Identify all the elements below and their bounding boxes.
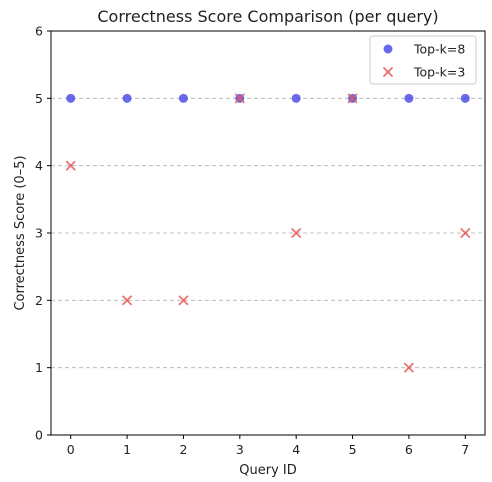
legend-marker bbox=[383, 44, 393, 54]
x-axis-label: Query ID bbox=[239, 463, 296, 478]
y-tick-label: 2 bbox=[35, 293, 43, 308]
data-point bbox=[122, 295, 132, 306]
data-point bbox=[291, 93, 301, 103]
x-tick-label: 5 bbox=[349, 442, 357, 457]
y-tick-label: 0 bbox=[35, 428, 43, 443]
data-point bbox=[122, 93, 132, 103]
chart-title: Correctness Score Comparison (per query) bbox=[97, 7, 438, 26]
y-tick-label: 3 bbox=[35, 226, 43, 241]
y-axis-ticks: 0 1 2 3 4 5 6 bbox=[35, 24, 51, 443]
x-tick-label: 3 bbox=[236, 442, 244, 457]
data-point bbox=[178, 93, 188, 103]
x-tick-label: 2 bbox=[179, 442, 187, 457]
x-tick-label: 6 bbox=[405, 442, 413, 457]
y-tick-label: 6 bbox=[35, 24, 43, 39]
x-tick-label: 0 bbox=[67, 442, 75, 457]
x-tick-label: 1 bbox=[123, 442, 131, 457]
x-axis-ticks: 0 1 2 3 4 5 6 7 bbox=[67, 435, 469, 457]
data-point bbox=[347, 93, 358, 104]
legend-label: Top-k=3 bbox=[413, 65, 465, 80]
data-point bbox=[65, 160, 76, 171]
x-tick-label: 4 bbox=[292, 442, 300, 457]
data-point bbox=[291, 228, 302, 238]
legend: Top-k=8 Top-k=3 bbox=[369, 35, 477, 85]
data-point bbox=[66, 93, 76, 103]
legend-label: Top-k=8 bbox=[413, 42, 465, 57]
data-point bbox=[460, 93, 470, 103]
y-tick-label: 5 bbox=[35, 91, 43, 106]
y-axis-label: Correctness Score (0–5) bbox=[13, 155, 28, 310]
data-point bbox=[404, 362, 414, 373]
data-point bbox=[404, 93, 414, 103]
legend-marker bbox=[383, 67, 393, 77]
grid-lines bbox=[51, 97, 485, 369]
y-tick-label: 1 bbox=[35, 360, 43, 375]
legend-box bbox=[369, 35, 477, 85]
data-point bbox=[234, 93, 245, 104]
data-points bbox=[65, 93, 471, 373]
data-point bbox=[178, 295, 189, 306]
y-tick-label: 4 bbox=[35, 158, 43, 173]
series-2-points bbox=[65, 93, 471, 373]
plot-area-frame bbox=[50, 30, 486, 436]
data-point bbox=[460, 228, 471, 238]
x-tick-label: 7 bbox=[461, 442, 469, 457]
